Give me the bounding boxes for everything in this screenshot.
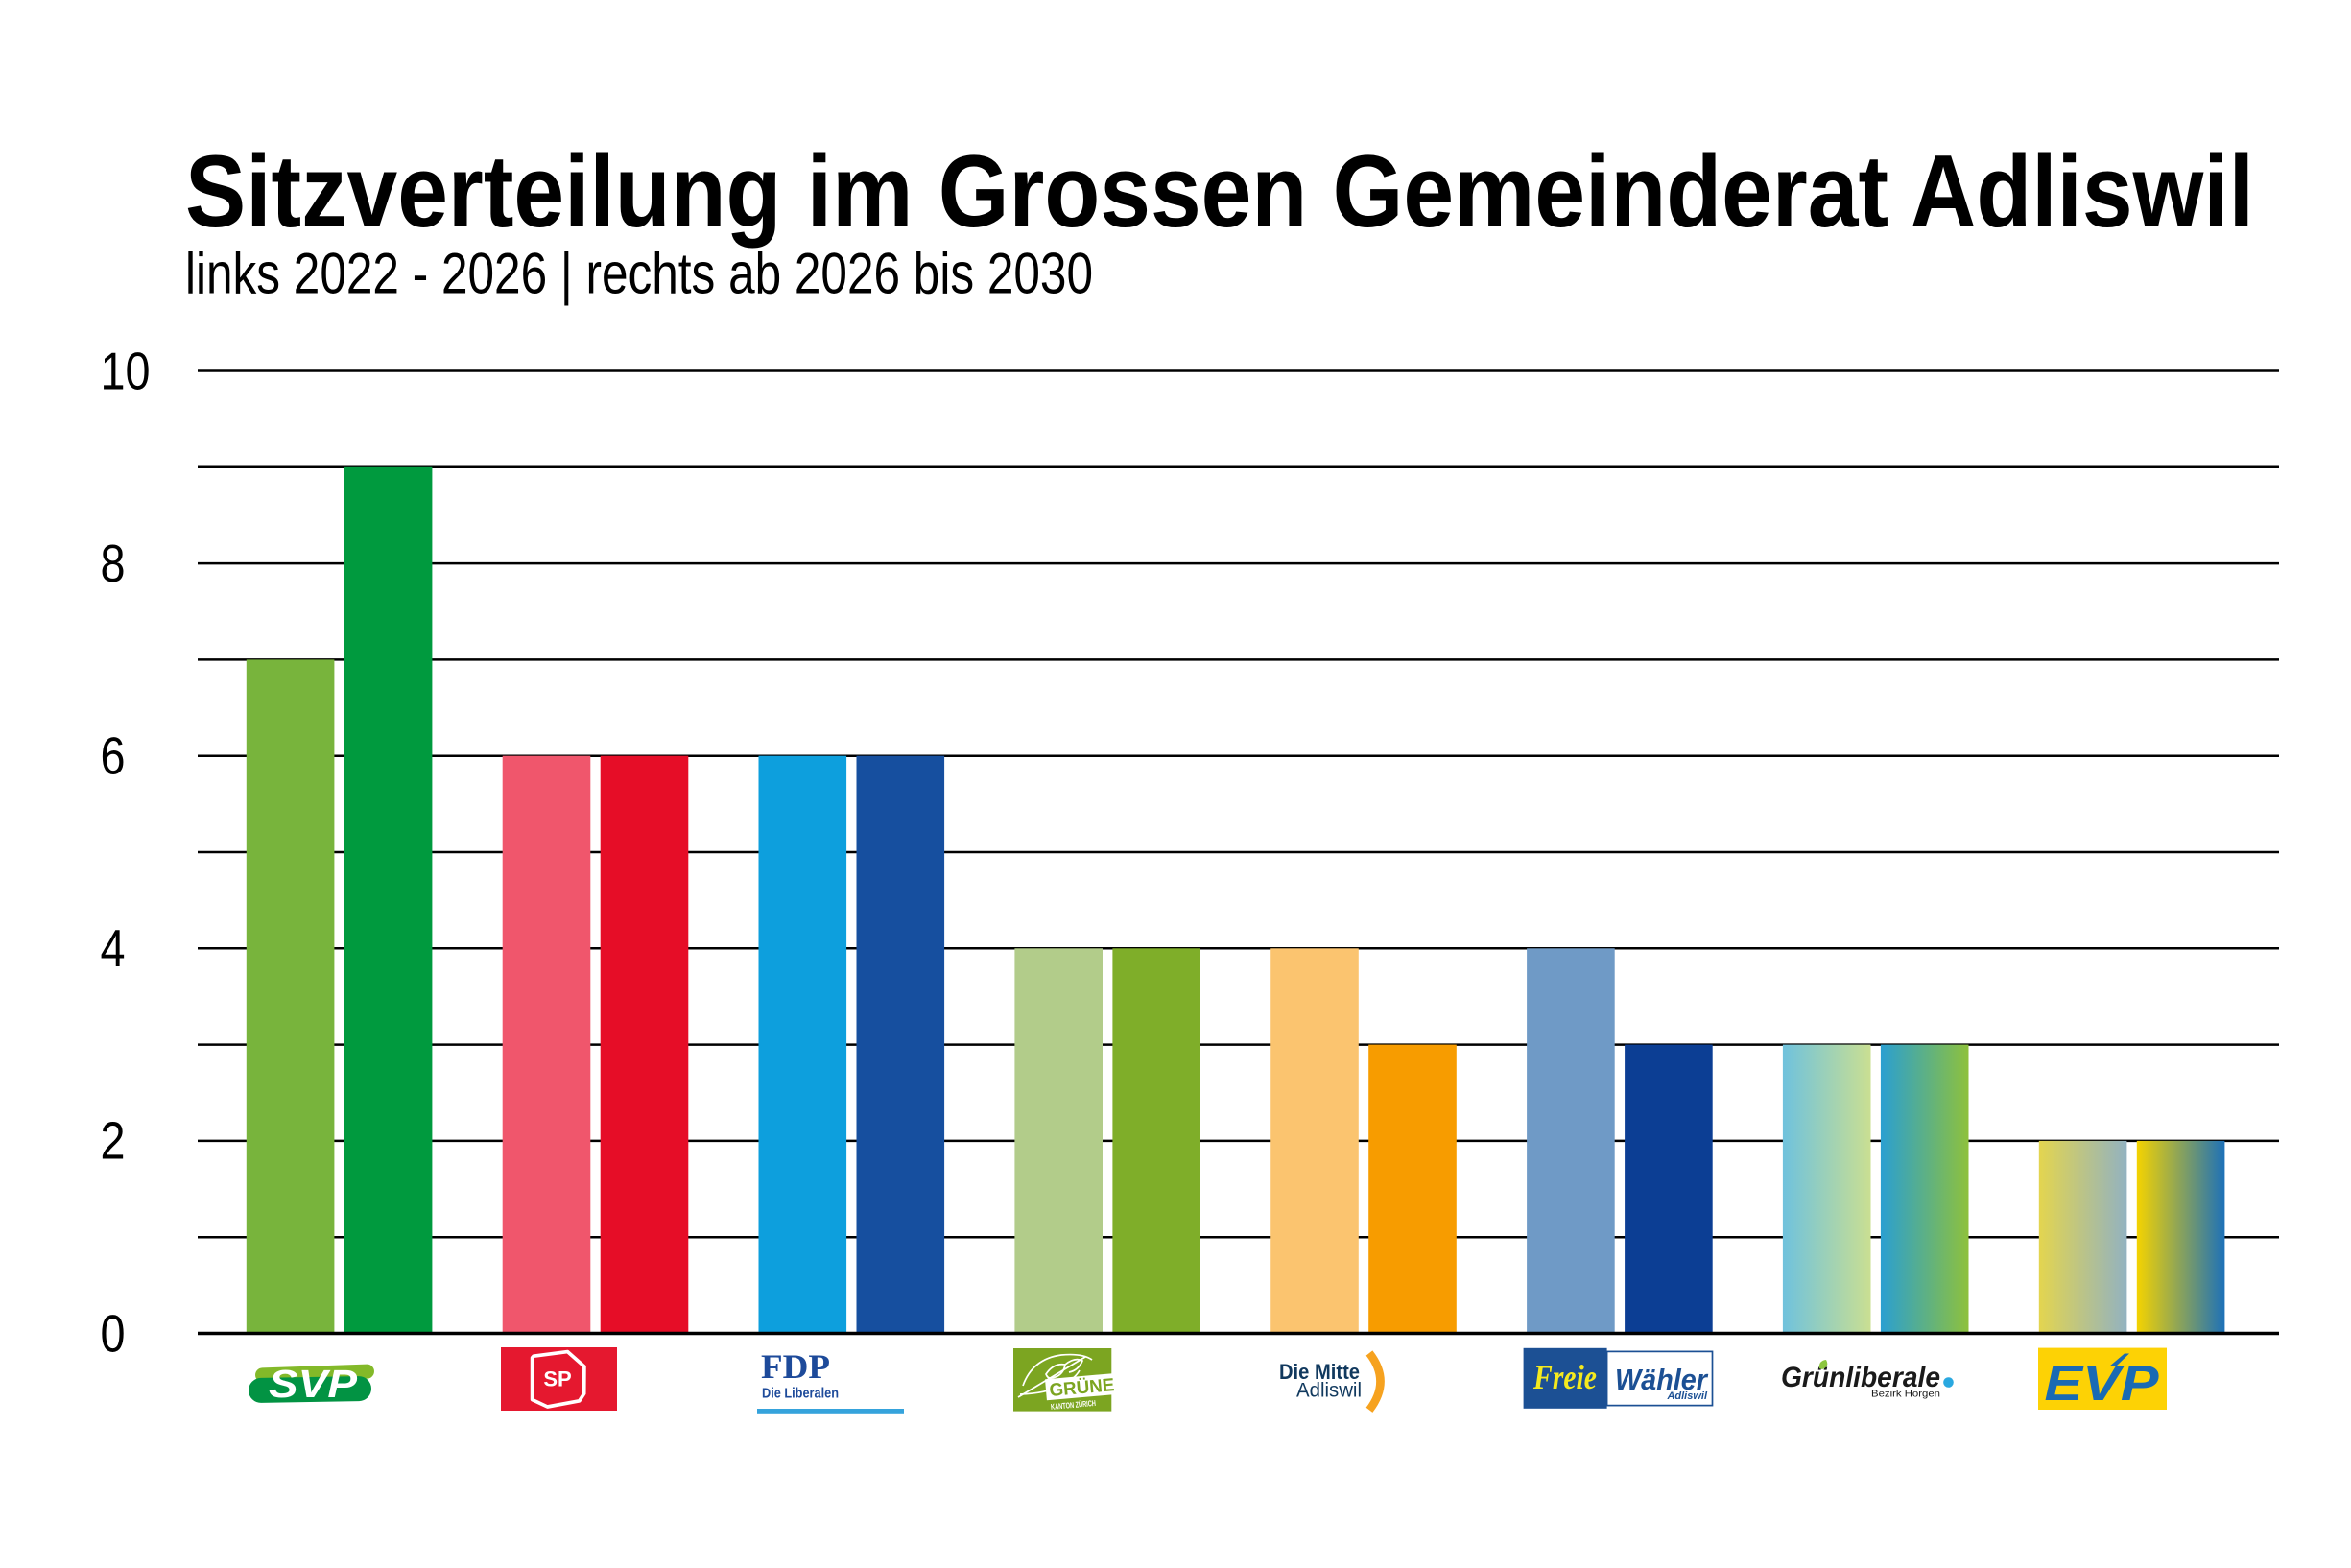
svg-text:SVP: SVP: [269, 1362, 358, 1406]
svg-text:10: 10: [101, 342, 151, 400]
svg-text:links 2022 - 2026 | rechts ab: links 2022 - 2026 | rechts ab 2026 bis 2…: [185, 242, 1093, 306]
svg-text:0: 0: [101, 1304, 126, 1363]
svg-text:Grünliberale: Grünliberale: [1781, 1362, 1940, 1393]
svg-text:Die Mitte: Die Mitte: [1279, 1360, 1360, 1384]
svg-text:FDP: FDP: [761, 1347, 830, 1386]
svg-text:KANTON ZÜRICH: KANTON ZÜRICH: [1051, 1398, 1097, 1412]
svg-text:Adliswil: Adliswil: [1666, 1390, 1708, 1402]
svg-text:6: 6: [101, 727, 126, 786]
svg-text:Freie: Freie: [1532, 1358, 1597, 1396]
svg-text:SP: SP: [543, 1367, 571, 1391]
svg-text:Die Liberalen: Die Liberalen: [762, 1386, 839, 1402]
svg-text:4: 4: [101, 919, 126, 978]
svg-text:EVP: EVP: [2045, 1356, 2159, 1412]
svg-text:8: 8: [101, 535, 126, 593]
svg-text:2: 2: [101, 1112, 126, 1171]
svg-text:Wähler: Wähler: [1615, 1363, 1709, 1396]
svg-text:Sitzverteilung im Grossen Geme: Sitzverteilung im Grossen Gemeinderat Ad…: [185, 133, 2254, 249]
svg-text:Bezirk Horgen: Bezirk Horgen: [1871, 1389, 1940, 1400]
svg-text:Adliswil: Adliswil: [1296, 1380, 1362, 1402]
